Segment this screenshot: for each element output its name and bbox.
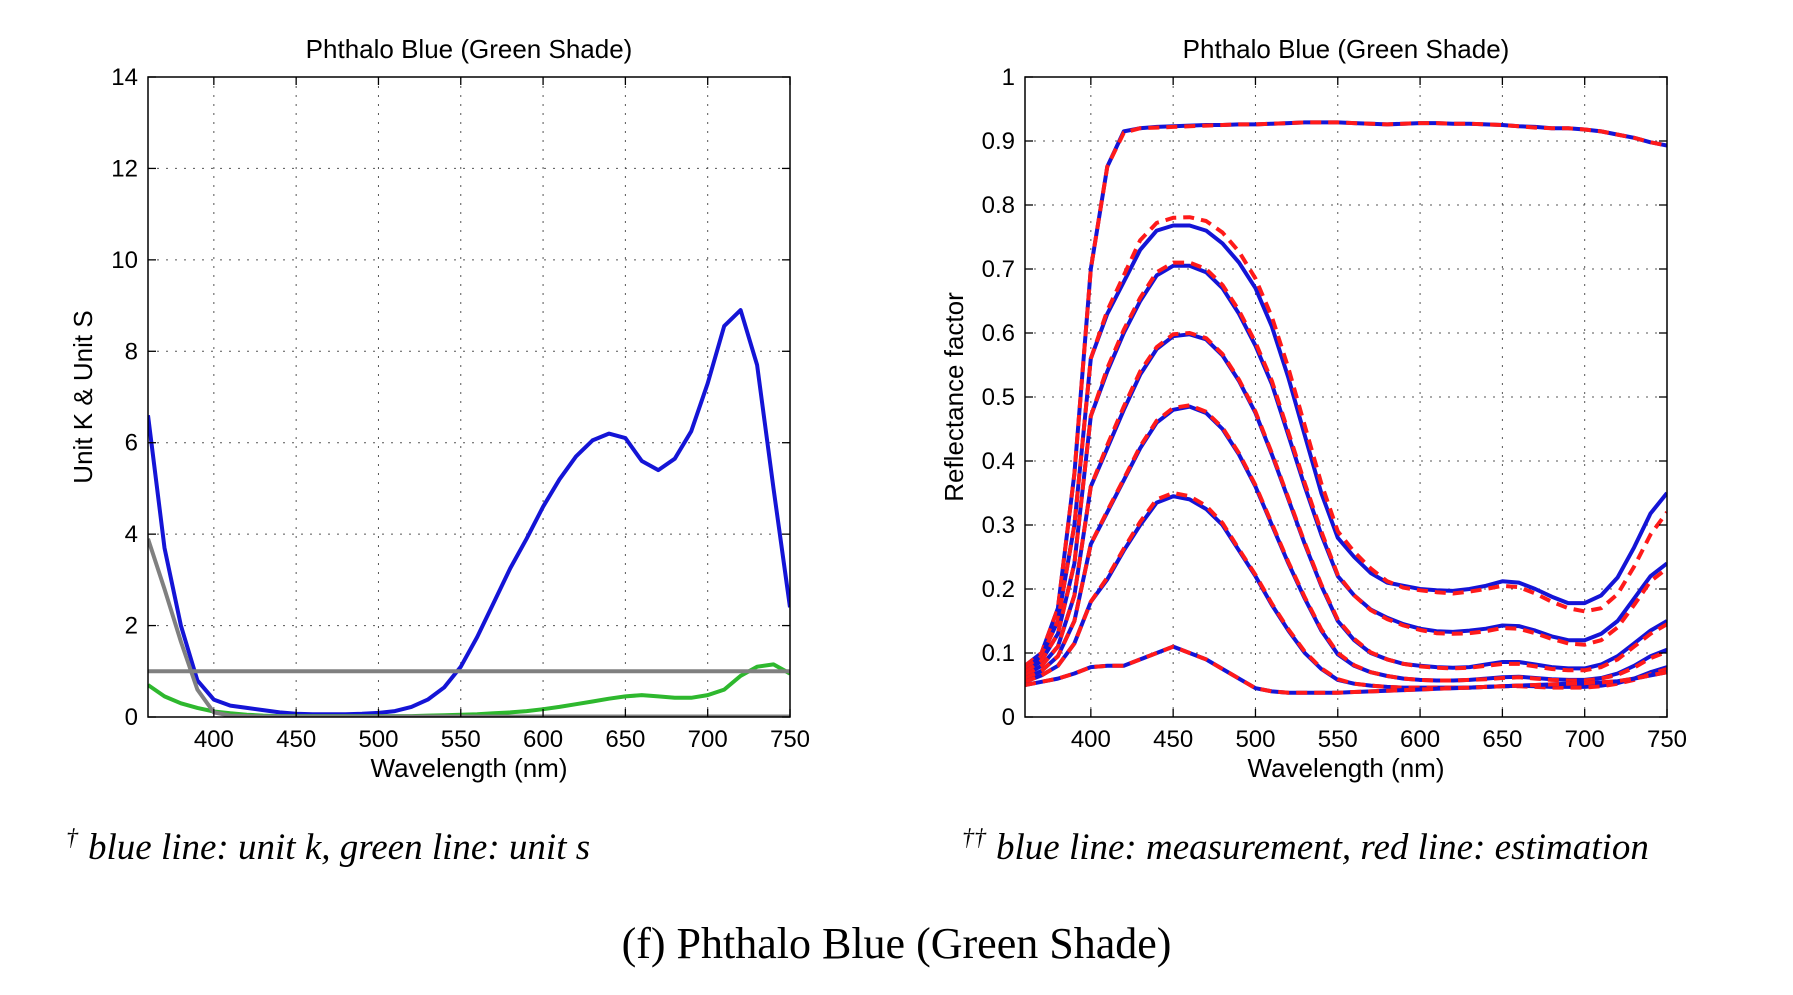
y-tick-label: 14 — [111, 64, 138, 91]
x-tick-label: 650 — [605, 726, 645, 753]
series-group — [1025, 120, 1667, 695]
x-tick-label: 700 — [688, 726, 728, 753]
y-tick-label: 6 — [125, 430, 138, 457]
note-left-mark: † — [66, 825, 78, 851]
y-tick-label: 10 — [111, 247, 138, 274]
y-tick-label: 0.1 — [982, 640, 1015, 667]
y-axis-label: Unit K & Unit S — [68, 310, 98, 483]
x-tick-label: 750 — [770, 726, 810, 753]
x-tick-label: 700 — [1565, 726, 1605, 753]
y-tick-label: 0.3 — [982, 512, 1015, 539]
x-tick-label: 500 — [1235, 726, 1275, 753]
y-tick-label: 0.2 — [982, 576, 1015, 603]
y-tick-label: 4 — [125, 521, 138, 548]
x-tick-label: 400 — [1071, 726, 1111, 753]
series-measurement-line — [1025, 223, 1667, 671]
x-tick-label: 600 — [523, 726, 563, 753]
y-tick-label: 0.8 — [982, 192, 1015, 219]
note-left: † blue line: unit k, green line: unit s — [66, 825, 590, 869]
plot-area — [1025, 77, 1667, 717]
y-tick-label: 0.6 — [982, 320, 1015, 347]
note-right-mark: †† — [962, 825, 986, 851]
y-tick-label: 1 — [1002, 64, 1015, 91]
x-tick-label: 400 — [194, 726, 234, 753]
series-estimation-line — [1025, 260, 1667, 674]
y-tick-label: 0 — [1002, 704, 1015, 731]
series-estimation-line — [1025, 120, 1667, 668]
x-tick-label: 650 — [1482, 726, 1522, 753]
y-tick-label: 2 — [125, 613, 138, 640]
x-tick-label: 450 — [1153, 726, 1193, 753]
chart-unit-k-s: 400 450 500 550 600 650 700 750 0 2 4 6 8 10 12 14 Phtha… — [68, 34, 810, 783]
series-estimation-line — [1025, 491, 1667, 690]
y-axis-label: Reflectance factor — [939, 292, 969, 502]
note-right: †† blue line: measurement, red line: esti… — [962, 825, 1649, 869]
x-tick-label: 500 — [358, 726, 398, 753]
x-axis-label: Wavelength (nm) — [1248, 753, 1445, 783]
x-axis-label: Wavelength (nm) — [371, 753, 568, 783]
x-tick-label: 550 — [1318, 726, 1358, 753]
figure-caption: (f) Phthalo Blue (Green Shade) — [621, 919, 1172, 968]
x-tick-label: 600 — [1400, 726, 1440, 753]
y-tick-label: 0.9 — [982, 128, 1015, 155]
note-right-text: blue line: measurement, red line: estima… — [996, 827, 1649, 868]
y-tick-label: 0 — [125, 704, 138, 731]
series-estimation-line — [1025, 331, 1667, 678]
series-estimation-line — [1025, 644, 1667, 695]
note-left-text: blue line: unit k, green line: unit s — [88, 827, 591, 868]
chart-title: Phthalo Blue (Green Shade) — [1183, 34, 1510, 64]
y-tick-label: 8 — [125, 338, 138, 365]
chart-reflectance: 400 450 500 550 600 650 700 750 0 0.1 0.2 0.3 0.4 0.5… — [939, 34, 1687, 783]
y-tick-label: 0.5 — [982, 384, 1015, 411]
x-tick-label: 750 — [1647, 726, 1687, 753]
x-tick-label: 550 — [441, 726, 481, 753]
series-estimation-line — [1025, 215, 1667, 671]
y-tick-label: 0.4 — [982, 448, 1015, 475]
chart-title: Phthalo Blue (Green Shade) — [306, 34, 633, 64]
y-tick-label: 0.7 — [982, 256, 1015, 283]
plot-area — [148, 77, 790, 717]
series-estimation-line — [1025, 403, 1667, 683]
series-line — [148, 308, 790, 717]
axes-frame — [147, 76, 791, 718]
y-tick-label: 12 — [111, 155, 138, 182]
x-tick-label: 450 — [276, 726, 316, 753]
